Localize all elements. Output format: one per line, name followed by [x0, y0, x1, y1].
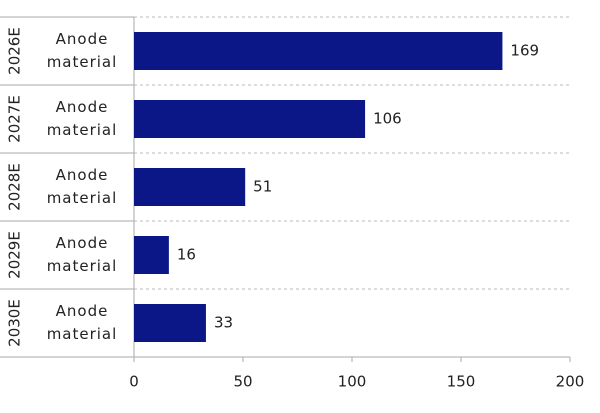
- group-label: 2030E: [6, 299, 24, 347]
- x-tick-label: 0: [129, 373, 139, 391]
- category-label: Anode material: [46, 30, 118, 71]
- bar: [134, 168, 246, 206]
- category-label: Anode material: [46, 166, 118, 207]
- bar: [134, 100, 366, 138]
- value-label: 16: [177, 246, 196, 264]
- bar: [134, 236, 169, 274]
- category-label: Anode material: [46, 98, 118, 139]
- category-label: Anode material: [46, 234, 118, 275]
- category-cell: Anode material: [30, 17, 134, 85]
- x-tick-label: 200: [556, 373, 585, 391]
- value-label: 33: [214, 314, 233, 332]
- x-tick-label: 150: [447, 373, 476, 391]
- category-cell: Anode material: [30, 221, 134, 289]
- group-label: 2028E: [6, 163, 24, 211]
- category-cell: Anode material: [30, 85, 134, 153]
- value-label: 51: [253, 178, 272, 196]
- bar: [134, 304, 206, 342]
- value-label: 106: [373, 110, 402, 128]
- group-label: 2027E: [6, 95, 24, 143]
- bar: [134, 32, 503, 70]
- group-label: 2029E: [6, 231, 24, 279]
- category-cell: Anode material: [30, 153, 134, 221]
- category-cell: Anode material: [30, 289, 134, 357]
- category-label: Anode material: [46, 302, 118, 343]
- value-label: 169: [510, 42, 539, 60]
- x-tick-label: 100: [338, 373, 367, 391]
- group-label: 2026E: [6, 27, 24, 75]
- x-tick-label: 50: [233, 373, 252, 391]
